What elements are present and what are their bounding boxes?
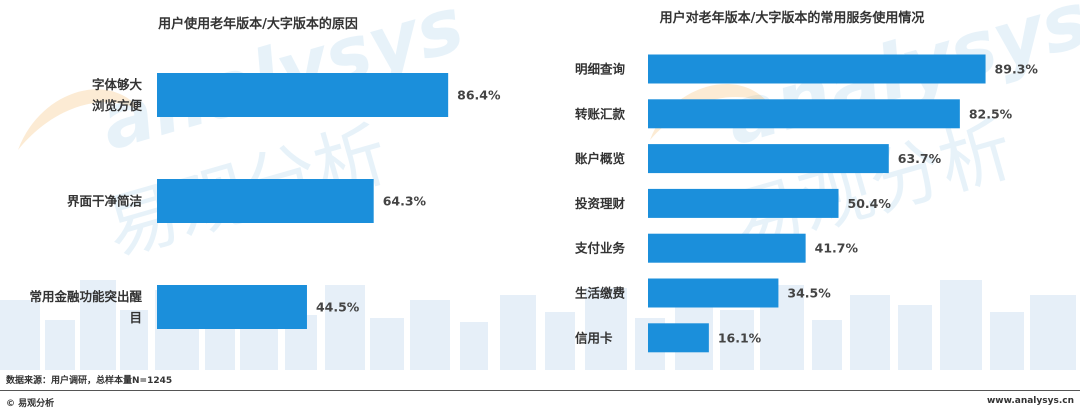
skyline-building [812,320,842,370]
skyline-building [990,312,1024,370]
category-label: 信用卡 [575,330,613,345]
bar [648,54,986,84]
category-label: 浏览方便 [92,98,143,113]
bar [648,188,839,218]
background-skyline [0,280,1076,370]
value-label: 64.3% [383,194,427,209]
skyline-building [0,300,40,370]
chart-title: 用户对老年版本/大字版本的常用服务使用情况 [659,10,925,26]
bar [157,179,374,223]
copyright-text: © 易观分析 [6,399,55,409]
category-label: 界面干净简洁 [67,194,143,209]
category-label: 转账汇款 [575,106,626,121]
skyline-building [325,285,365,370]
category-label: 生活缴费 [575,286,626,301]
skyline-building [500,295,536,370]
value-label: 89.3% [995,62,1039,77]
value-label: 34.5% [787,286,831,301]
website-text[interactable]: www.analysys.cn [986,396,1074,406]
category-label: 账户概览 [575,151,625,166]
skyline-building [205,325,235,370]
bar [648,278,779,308]
watermark-swoosh-left [18,89,140,150]
skyline-building [120,310,148,370]
value-label: 63.7% [898,151,942,166]
category-label: 明细查询 [575,62,626,77]
value-label: 44.5% [316,300,360,315]
value-label: 41.7% [815,241,859,256]
footer-divider [0,390,1080,391]
category-label: 字体够大 [92,77,143,92]
bar [648,144,889,174]
bar [157,73,449,117]
value-label: 50.4% [848,196,892,211]
skyline-building [1030,295,1076,370]
value-label: 16.1% [718,330,762,345]
skyline-building [850,295,890,370]
bar [157,285,307,329]
skyline-building [45,320,75,370]
skyline-building [410,300,450,370]
skyline-building [545,312,575,370]
bar [648,233,806,263]
skyline-building [940,280,982,370]
chart-services: 用户对老年版本/大字版本的常用服务使用情况 89.3% 明细查询 82.5% 转账汇款 6… [574,10,1039,353]
skyline-building [460,322,488,370]
category-label: 目 [129,310,142,325]
value-label: 86.4% [457,88,501,103]
skyline-building [80,280,116,370]
skyline-building [898,305,932,370]
source-note: 数据来源：用户调研，总样本量N=1245 [6,376,173,386]
skyline-building [585,288,627,370]
category-label: 支付业务 [574,241,626,256]
category-label: 投资理财 [575,196,626,211]
watermark: analysys 易观分析 analysys 易观分析 [18,0,1080,271]
bar [648,99,960,129]
skyline-building [370,318,404,370]
bar [648,323,709,353]
skyline-building [720,310,754,370]
value-label: 82.5% [969,106,1013,121]
chart-title: 用户使用老年版本/大字版本的原因 [157,16,358,32]
category-label: 常用金融功能突出醒 [29,289,142,304]
